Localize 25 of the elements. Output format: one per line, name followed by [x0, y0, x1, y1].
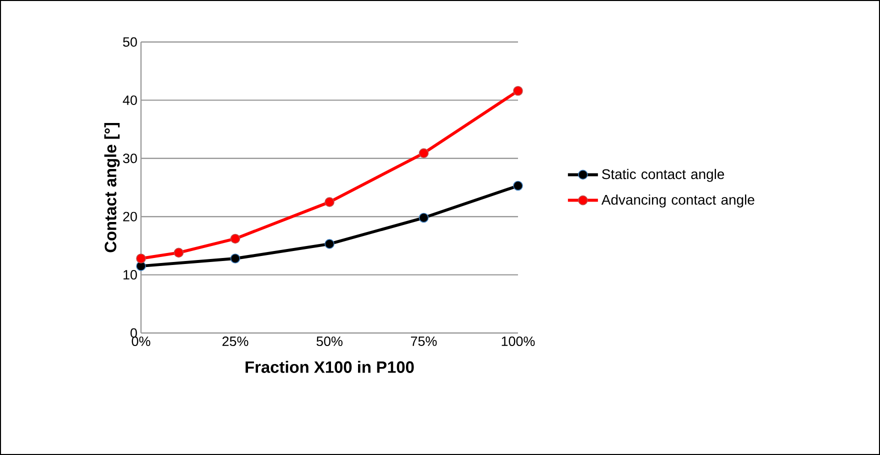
legend-label: Static contact angle	[602, 168, 724, 182]
point	[230, 234, 240, 244]
point	[418, 212, 429, 223]
y-tick-label: 50	[123, 37, 137, 47]
x-tick-label: 75%	[410, 336, 437, 346]
y-axis-title: Contact angle [°]	[104, 123, 120, 252]
point	[418, 148, 429, 158]
point	[230, 254, 240, 264]
y-tick-label: 10	[124, 270, 137, 280]
y-tick-label: 0	[130, 328, 137, 338]
y-tick-label: 20	[123, 212, 137, 222]
point	[324, 197, 334, 207]
point	[513, 86, 523, 96]
x-tick-label: 100%	[502, 336, 535, 346]
point	[136, 254, 146, 264]
y-tick-label: 30	[123, 154, 137, 164]
point	[174, 248, 184, 258]
x-tick-label: 0%	[132, 336, 150, 346]
x-tick-label: 25%	[222, 336, 248, 346]
y-tick-label: 40	[122, 95, 137, 105]
x-axis-title: Fraction X100 in P100	[246, 360, 414, 373]
x-tick-label: 50%	[316, 336, 342, 346]
point	[324, 239, 334, 249]
legend-label: Advancing contact angle	[601, 194, 754, 208]
point	[513, 180, 523, 191]
